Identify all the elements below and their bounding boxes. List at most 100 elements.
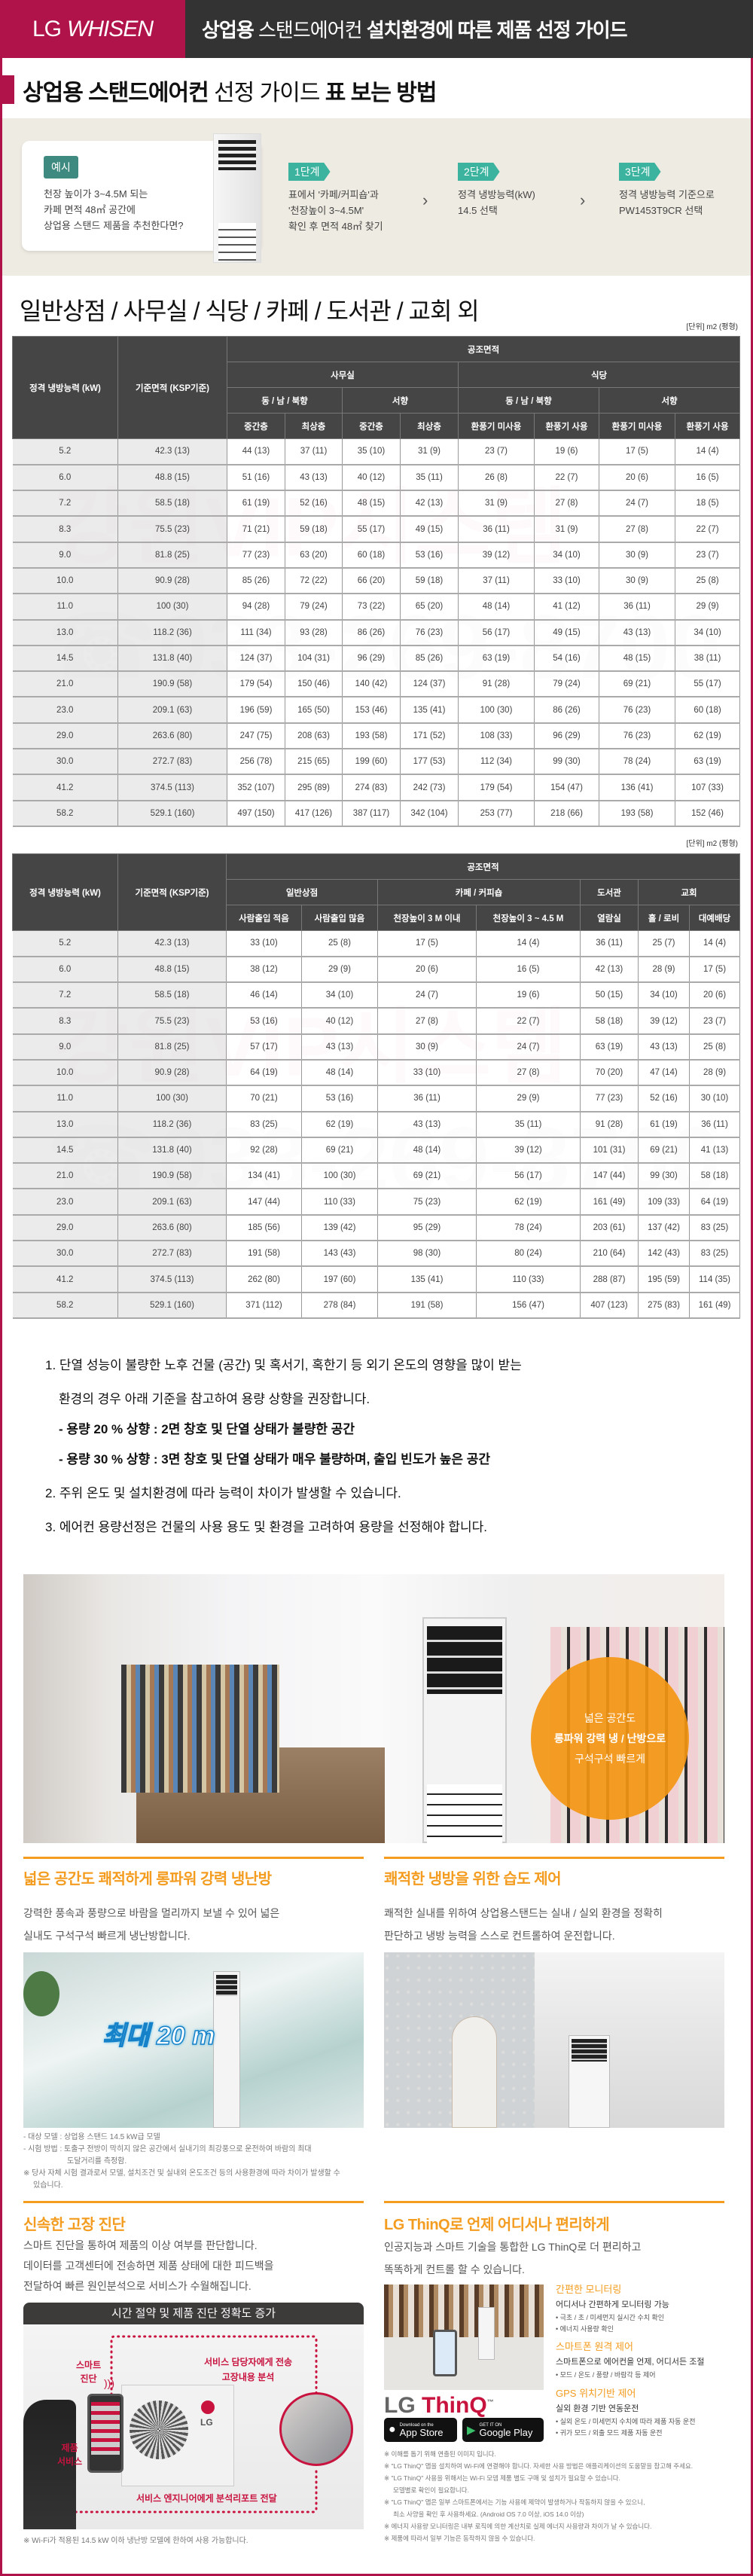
area-cell: 179 (54) — [227, 671, 285, 698]
line: 고장내용 분석 — [221, 2372, 275, 2382]
area-cell: 93 (28) — [285, 619, 343, 646]
area-cell: 295 (89) — [285, 774, 343, 801]
google-play-icon: ▶ — [467, 2424, 476, 2437]
area-cell: 28 (9) — [638, 956, 690, 984]
line: 상업용 스탠드 제품을 추천한다면? — [44, 220, 184, 231]
area-cell: 37 (11) — [458, 567, 535, 595]
area-cell: 114 (35) — [689, 1266, 741, 1293]
area-cell: 20 (6) — [377, 956, 477, 984]
logo-lg: LG — [384, 2393, 416, 2418]
footnote: ※ 제품에 따라서 일부 기능은 동작하지 않을 수 있습니다. — [384, 2535, 535, 2542]
area-cell: 36 (11) — [458, 516, 535, 543]
distance-badge: 최대 20 m — [102, 2021, 215, 2051]
chevron-right-icon: › — [580, 191, 586, 209]
area-cell: 63 (19) — [675, 749, 741, 776]
area-cell: 262 (80) — [226, 1266, 302, 1293]
note-1: 1. 단열 성능이 불량한 노후 건물 (공간) 및 혹서기, 혹한기 등 외기… — [45, 1358, 522, 1372]
area-cell: 150 (46) — [285, 671, 343, 698]
area-cell: 497 (150) — [227, 800, 285, 827]
area-cell: 59 (18) — [285, 516, 343, 543]
group-header: 교회 — [637, 879, 741, 905]
table-row: 5.2 42.3 (13) 33 (10) 25 (8) 17 (5) 14 (4) 36 … — [12, 930, 741, 957]
footnote: ※ "LG ThinQ" 앱을 설치하여 Wi-Fi에 연결해야 합니다. 자세… — [384, 2462, 694, 2470]
capacity-cell: 9.0 — [12, 1033, 118, 1061]
footnote: 최소 사양을 확인 후 사용하세요. (Android OS 7.0 이상, i… — [393, 2510, 584, 2518]
area-cell: 63 (20) — [285, 542, 343, 569]
note-1-item: - 용량 20 % 상향 : 2면 창호 및 단열 상태가 불량한 공간 — [59, 1422, 355, 1436]
capacity-cell: 30.0 — [12, 1241, 118, 1268]
capacity-cell: 5.2 — [12, 930, 118, 957]
col-header: 환풍기 사용 — [674, 413, 741, 439]
area-cell: 140 (42) — [342, 671, 401, 698]
notes: 1. 단열 성능이 불량한 노후 건물 (공간) 및 혹서기, 혹한기 등 외기… — [45, 1348, 522, 1544]
area-cell: 342 (104) — [400, 800, 459, 827]
base-area-cell: 529.1 (160) — [117, 1292, 227, 1319]
diagnosis-bar: 시간 절약 및 제품 진단 정확도 증가 — [23, 2303, 364, 2324]
item-sub: 실외 환경 기반 연동운전 — [556, 2404, 639, 2413]
group-header: 공조면적 — [226, 336, 741, 362]
area-cell: 139 (42) — [301, 1214, 378, 1242]
apple-icon: ● — [389, 2423, 396, 2436]
brand-logo: LG WHISEN — [0, 0, 185, 58]
capacity-cell: 29.0 — [12, 722, 118, 750]
area-cell: 179 (54) — [458, 774, 535, 801]
area-cell: 42 (13) — [400, 490, 459, 517]
google-play-button[interactable]: ▶ GET IT ON Google Play — [462, 2418, 544, 2442]
area-cell: 63 (19) — [580, 1033, 639, 1061]
area-cell: 72 (22) — [285, 567, 343, 595]
feature-bubble: 넓은 공간도 롱파워 강력 냉 / 난방으로 구석구석 빠르게 — [531, 1657, 689, 1820]
col-header: 대예배당 — [688, 905, 741, 931]
area-cell: 242 (73) — [400, 774, 459, 801]
humidity-control-photo — [384, 1952, 724, 2128]
group-header: 일반상점 — [226, 879, 378, 905]
line: 천장 높이가 3~4.5M 되는 — [44, 188, 148, 200]
feature-body: 인공지능과 스마트 기술을 통합한 LG ThinQ로 더 편리하고 똑똑하게 컨… — [384, 2236, 641, 2281]
area-cell: 99 (30) — [638, 1163, 690, 1190]
area-cell: 69 (21) — [301, 1137, 378, 1164]
area-cell: 108 (33) — [458, 722, 535, 750]
area-cell: 24 (7) — [377, 982, 477, 1009]
area-cell: 56 (17) — [476, 1163, 581, 1190]
category-heading: 일반상점 / 사무실 / 식당 / 카페 / 도서관 / 교회 외 — [20, 298, 480, 325]
area-cell: 218 (66) — [534, 800, 599, 827]
col-header: 사람출입 적음 — [226, 905, 302, 931]
app-store-button[interactable]: ● Download on the App Store — [384, 2418, 457, 2442]
area-cell: 39 (12) — [476, 1137, 581, 1164]
area-cell: 99 (30) — [534, 749, 599, 776]
area-cell: 16 (5) — [476, 956, 581, 984]
area-cell: 77 (23) — [580, 1085, 639, 1113]
area-cell: 199 (60) — [342, 749, 401, 776]
area-cell: 16 (5) — [675, 464, 741, 492]
area-cell: 33 (10) — [534, 567, 599, 595]
base-area-cell: 209.1 (63) — [117, 697, 227, 724]
feature-title: 신속한 고장 진단 — [23, 2217, 126, 2233]
area-cell: 78 (24) — [599, 749, 675, 776]
table-row: 58.2 529.1 (160) 497 (150) 417 (126) 387 (11… — [12, 800, 741, 827]
area-cell: 66 (20) — [342, 567, 401, 595]
area-cell: 46 (14) — [226, 982, 302, 1009]
title-part: 선정 가이드 — [214, 81, 325, 105]
capacity-cell: 13.0 — [12, 1111, 118, 1138]
title-part: 상업용 — [202, 19, 255, 41]
area-cell: 110 (33) — [301, 1189, 378, 1216]
capacity-cell: 7.2 — [12, 982, 118, 1009]
table-row: 13.0 118.2 (36) 111 (34) 93 (28) 86 (26) 76 (… — [12, 619, 741, 646]
wifi-icon: ))) — [104, 2377, 114, 2389]
area-cell: 191 (58) — [377, 1292, 477, 1319]
area-cell: 104 (31) — [285, 645, 343, 673]
area-cell: 31 (9) — [400, 438, 459, 465]
footnote: ※ 이해를 돕기 위해 연출된 이미지 입니다. — [384, 2450, 496, 2458]
thinq-item: 스마트폰 원격 제어 스마트폰으로 에어컨을 언제, 어디서든 조절 • 모드 … — [556, 2339, 736, 2386]
area-cell: 78 (24) — [476, 1214, 581, 1242]
table-row: 23.0 209.1 (63) 196 (59) 165 (50) 153 (46) 13… — [12, 697, 741, 724]
footnote: ※ "LG ThinQ" 앱은 일부 스마트폰에서는 기능 사용에 제약이 발생… — [384, 2498, 645, 2506]
area-cell: 96 (29) — [342, 645, 401, 673]
area-cell: 48 (14) — [377, 1137, 477, 1164]
table-row: 10.0 90.9 (28) 64 (19) 48 (14) 33 (10) 27 (8)… — [12, 1059, 741, 1087]
area-cell: 60 (18) — [675, 697, 741, 724]
line: 카페 면적 48㎡ 공간에 — [44, 204, 136, 215]
area-cell: 23 (7) — [458, 438, 535, 465]
area-cell: 33 (10) — [226, 930, 302, 957]
area-cell: 185 (56) — [226, 1214, 302, 1242]
area-cell: 210 (64) — [580, 1241, 639, 1268]
